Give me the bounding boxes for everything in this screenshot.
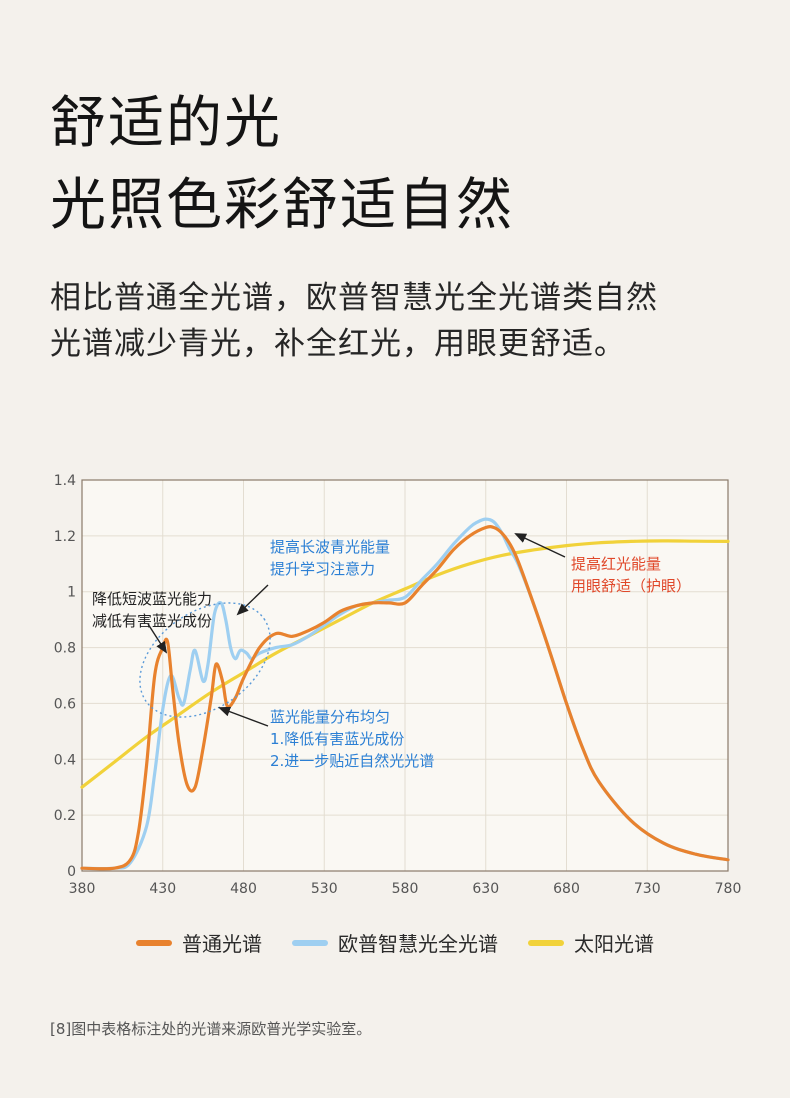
annotation-red-light-arrow [514, 533, 566, 558]
subtitle-line-2: 光谱减少青光，补全红光，用眼更舒适。 [50, 326, 626, 362]
legend-item-sun: 太阳光谱 [528, 928, 654, 957]
annotation-blue-uniform-line-2: 1.降低有害蓝光成份 [270, 730, 404, 748]
x-tick-label: 780 [715, 881, 742, 897]
spectrum-chart: 380 430 480 530 580 630 680 730 780 0 0.2 0.4 0.6 0.8… [54, 473, 742, 897]
annotation-red-light-line-2: 用眼舒适（护眼） [571, 577, 691, 595]
page-title-line-2: 光照色彩舒适自然 [50, 173, 514, 238]
y-tick-label: 1.2 [54, 529, 76, 545]
legend-item-normal: 普通光谱 [136, 928, 262, 957]
legend-label-sun: 太阳光谱 [574, 932, 654, 956]
subtitle-line-1: 相比普通全光谱，欧普智慧光全光谱类自然 [50, 280, 658, 316]
annotation-short-wave-line-2: 减低有害蓝光成份 [92, 612, 212, 630]
y-tick-label: 0 [67, 864, 76, 880]
annotation-red-light-line-1: 提高红光能量 [571, 555, 661, 573]
x-tick-label: 580 [392, 881, 419, 897]
legend-swatch-opple [292, 939, 328, 946]
annotation-long-wave-arrow [236, 584, 269, 616]
x-tick-label: 430 [149, 881, 176, 897]
x-tick-label: 480 [230, 881, 257, 897]
x-tick-label: 630 [472, 881, 499, 897]
legend-item-opple: 欧普智慧光全光谱 [292, 928, 498, 957]
footnote: [8]图中表格标注处的光谱来源欧普光学实验室。 [50, 1020, 372, 1038]
annotation-short-wave-arrow [147, 623, 168, 654]
y-tick-label: 0.8 [54, 641, 76, 657]
y-tick-label: 0.6 [54, 696, 76, 712]
series-line-normal [80, 525, 730, 871]
x-tick-label: 380 [69, 881, 96, 897]
annotation-long-wave-line-2: 提升学习注意力 [270, 560, 375, 578]
legend-label-normal: 普通光谱 [182, 932, 262, 956]
annotation-short-wave-line-1: 降低短波蓝光能力 [92, 590, 212, 608]
annotation-blue-uniform-arrow [218, 706, 269, 727]
legend-swatch-normal [136, 939, 172, 946]
annotation-long-wave-line-1: 提高长波青光能量 [270, 538, 390, 556]
series-line-sun [80, 539, 730, 789]
y-tick-label: 1.4 [54, 473, 76, 489]
y-tick-label: 1 [67, 585, 76, 601]
highlight-ellipse [139, 602, 271, 718]
x-tick-label: 530 [311, 881, 338, 897]
chart-legend: 普通光谱 欧普智慧光全光谱 太阳光谱 [0, 928, 790, 957]
plot-frame [81, 479, 729, 872]
annotation-blue-uniform-line-3: 2.进一步贴近自然光光谱 [270, 752, 434, 770]
legend-label-opple: 欧普智慧光全光谱 [338, 932, 498, 956]
x-tick-label: 730 [634, 881, 661, 897]
y-tick-label: 0.4 [54, 752, 76, 768]
legend-swatch-sun [528, 939, 564, 946]
x-tick-label: 680 [553, 881, 580, 897]
annotation-blue-uniform-line-1: 蓝光能量分布均匀 [270, 708, 390, 726]
page-title-line-1: 舒适的光 [50, 91, 282, 156]
y-tick-label: 0.2 [54, 808, 76, 824]
